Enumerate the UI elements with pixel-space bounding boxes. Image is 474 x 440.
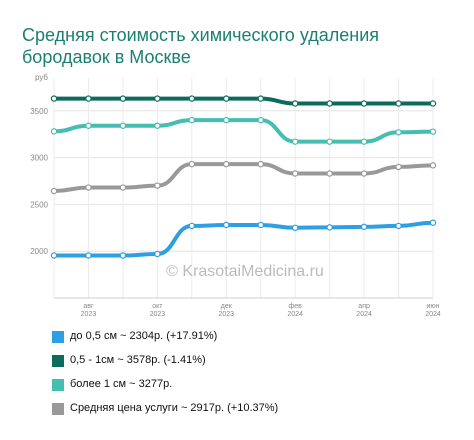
legend-item[interactable]: Средняя цена услуги ~ 2917р. (+10.37%) — [52, 402, 452, 416]
x-tick-year: 2024 — [425, 311, 441, 318]
y-tick-label: 2000 — [30, 247, 48, 256]
data-point — [395, 163, 402, 171]
x-tick-label: авг — [83, 303, 94, 310]
data-point — [257, 160, 264, 168]
data-point — [395, 100, 402, 107]
series-line-1 — [52, 96, 435, 106]
x-tick-year: 2023 — [81, 311, 97, 318]
data-point — [188, 95, 196, 102]
legend-label: Средняя цена услуги ~ 2917р. (+10.37%) — [70, 402, 279, 414]
data-point — [85, 95, 92, 102]
legend-item[interactable]: 0,5 - 1см ~ 3578р. (-1.41%) — [52, 354, 452, 368]
data-point — [326, 138, 333, 145]
data-point — [188, 222, 196, 230]
x-tick-year: 2024 — [287, 311, 303, 318]
data-point — [395, 129, 402, 136]
x-tick-label: окт — [152, 303, 163, 310]
data-point — [429, 100, 437, 107]
data-point — [223, 221, 230, 229]
data-point — [85, 252, 92, 259]
data-point — [223, 116, 230, 124]
grid — [53, 78, 434, 299]
data-point — [154, 250, 161, 258]
legend-label: более 1 см ~ 3277р. — [70, 378, 173, 390]
data-point — [360, 223, 368, 231]
x-tick-label: июн — [426, 303, 439, 310]
series-line-3 — [52, 162, 435, 193]
y-tick-label: 2500 — [30, 200, 48, 209]
legend-swatch — [52, 403, 64, 415]
data-point — [223, 160, 230, 168]
data-point — [429, 162, 437, 169]
data-point — [291, 224, 299, 231]
y-tick-label: 3500 — [30, 107, 48, 116]
legend-swatch — [52, 331, 64, 343]
series-line-0 — [52, 220, 435, 258]
data-point — [326, 100, 333, 107]
data-point — [257, 95, 264, 102]
chart-title: Средняя стоимость химического удаления б… — [22, 25, 379, 67]
data-point — [119, 122, 127, 129]
line-chart: © KrasotaiMedicina.ru 2000250030003500ру… — [30, 73, 441, 318]
data-point — [291, 170, 299, 177]
x-tick-label: дек — [221, 303, 233, 310]
data-point — [50, 252, 58, 259]
y-axis-label: руб — [35, 73, 48, 82]
data-point — [291, 100, 299, 107]
data-point — [326, 224, 333, 231]
legend-item[interactable]: более 1 см ~ 3277р. — [52, 378, 452, 392]
watermark: © KrasotaiMedicina.ru — [166, 263, 324, 280]
series-line-2 — [52, 118, 435, 144]
data-point — [291, 138, 299, 145]
data-point — [429, 128, 437, 135]
data-point — [223, 95, 230, 102]
legend-item[interactable]: до 0,5 см ~ 2304р. (+17.91%) — [52, 330, 452, 344]
data-point — [50, 95, 58, 102]
data-point — [429, 219, 437, 226]
data-point — [154, 95, 161, 102]
data-point — [188, 160, 196, 168]
data-point — [85, 122, 92, 129]
data-point — [154, 182, 161, 189]
x-tick-label: фев — [288, 303, 302, 310]
axis-ticks: 2000250030003500рубавг2023окт2023дек2023… — [30, 73, 441, 318]
data-point — [85, 184, 92, 191]
data-point — [119, 184, 127, 191]
legend-label: до 0,5 см ~ 2304р. (+17.91%) — [70, 330, 218, 342]
x-tick-year: 2023 — [150, 311, 166, 318]
data-point — [360, 138, 368, 145]
data-point — [257, 116, 264, 124]
data-point — [326, 170, 333, 177]
data-point — [50, 187, 58, 195]
legend-swatch — [52, 355, 64, 367]
data-point — [119, 252, 127, 259]
data-point — [50, 128, 58, 135]
legend-label: 0,5 - 1см ~ 3578р. (-1.41%) — [70, 354, 206, 366]
y-tick-label: 3000 — [30, 154, 48, 163]
data-point — [119, 95, 127, 102]
data-point — [395, 222, 402, 230]
data-point — [257, 221, 264, 229]
x-tick-year: 2024 — [356, 311, 372, 318]
data-point — [188, 116, 196, 124]
data-point — [360, 170, 368, 177]
x-tick-year: 2023 — [218, 311, 234, 318]
data-point — [360, 100, 368, 107]
series-lines — [50, 95, 437, 259]
x-tick-label: апр — [358, 303, 370, 310]
data-point — [154, 122, 161, 129]
legend-swatch — [52, 379, 64, 391]
